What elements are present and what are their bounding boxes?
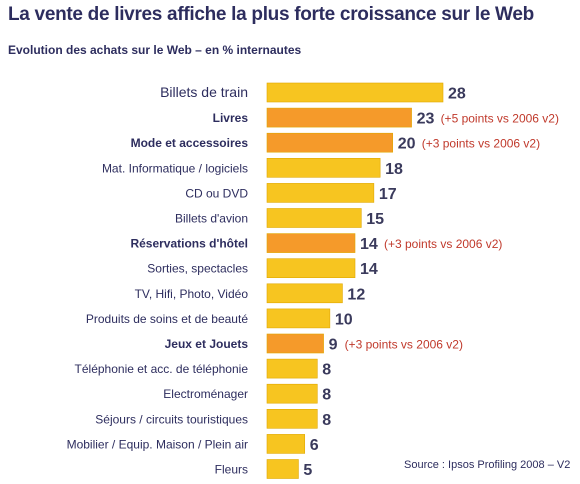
- bar: [266, 258, 356, 279]
- bar: [266, 283, 343, 304]
- category-label: CD ou DVD: [185, 186, 248, 200]
- bar: [266, 107, 412, 128]
- category-label: Billets d'avion: [175, 212, 248, 226]
- category-label: Mat. Informatique / logiciels: [102, 161, 248, 175]
- bar: [266, 82, 444, 103]
- value-label: 5: [303, 462, 312, 479]
- bar: [266, 132, 394, 153]
- value-label: 15: [366, 211, 384, 228]
- bar: [266, 459, 299, 479]
- value-label: 10: [335, 311, 353, 328]
- category-label: TV, Hifi, Photo, Vidéo: [135, 287, 249, 301]
- annotation-label: (+3 points vs 2006 v2): [422, 137, 540, 151]
- category-label: Electroménager: [163, 387, 248, 401]
- bar: [266, 408, 318, 429]
- value-label: 20: [398, 136, 416, 153]
- value-label: 14: [360, 261, 378, 278]
- category-label: Séjours / circuits touristiques: [95, 412, 248, 426]
- bar: [266, 333, 324, 354]
- category-label: Billets de train: [160, 84, 248, 100]
- value-label: 8: [322, 362, 331, 379]
- category-label: Livres: [213, 111, 249, 125]
- value-label: 23: [417, 111, 435, 128]
- bar: [266, 183, 375, 203]
- bar: [266, 358, 318, 379]
- bar: [266, 158, 381, 178]
- category-label: Mobilier / Equip. Maison / Plein air: [67, 437, 248, 451]
- bar: [266, 233, 356, 253]
- annotation-label: (+3 points vs 2006 v2): [384, 237, 502, 251]
- chart-subtitle: Evolution des achats sur le Web – en % i…: [8, 43, 302, 57]
- bar: [266, 208, 362, 228]
- category-label: Réservations d'hôtel: [130, 237, 248, 251]
- source-note: Source : Ipsos Profiling 2008 – V2: [404, 459, 571, 471]
- chart-title: La vente de livres affiche la plus forte…: [8, 4, 534, 25]
- value-label: 8: [322, 412, 331, 429]
- category-label: Sorties, spectacles: [147, 262, 248, 276]
- category-label: Fleurs: [215, 463, 248, 477]
- value-label: 18: [385, 161, 403, 178]
- category-label: Téléphonie et acc. de téléphonie: [75, 362, 249, 376]
- category-label: Produits de soins et de beauté: [86, 312, 248, 326]
- value-label: 14: [360, 236, 378, 253]
- value-label: 8: [322, 387, 331, 404]
- category-label: Jeux et Jouets: [165, 337, 249, 351]
- value-label: 9: [329, 337, 338, 354]
- value-label: 28: [448, 86, 466, 103]
- value-label: 17: [379, 186, 397, 203]
- value-label: 12: [347, 286, 365, 303]
- bar: [266, 383, 318, 404]
- bar: [266, 434, 306, 454]
- value-label: 6: [310, 437, 319, 454]
- bar: [266, 308, 331, 329]
- annotation-label: (+3 points vs 2006 v2): [345, 338, 463, 352]
- category-label: Mode et accessoires: [131, 136, 249, 150]
- annotation-label: (+5 points vs 2006 v2): [441, 112, 559, 126]
